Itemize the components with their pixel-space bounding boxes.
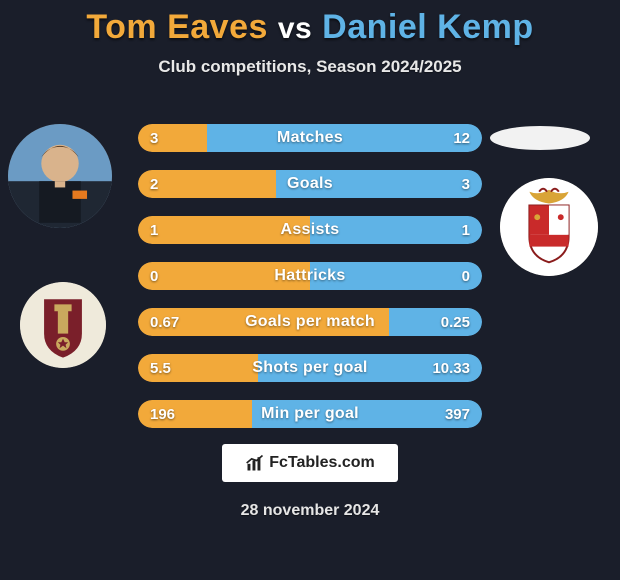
player2-name: Daniel Kemp [322,8,533,46]
stat-label: Shots per goal [138,354,482,382]
stat-row: 11Assists [138,216,482,244]
player2-club-crest [500,178,598,276]
stat-rows: 312Matches 23Goals 11Assists 00Hattricks 0.6… [138,124,482,446]
stat-row: 312Matches [138,124,482,152]
subtitle: Club competitions, Season 2024/2025 [0,57,620,77]
brand-chart-icon [245,453,265,473]
stat-label: Goals [138,170,482,198]
stat-row: 23Goals [138,170,482,198]
player1-club-crest [20,282,106,368]
stat-label: Goals per match [138,308,482,336]
stat-row: 196397Min per goal [138,400,482,428]
player2-avatar [490,126,590,150]
stat-label: Assists [138,216,482,244]
snapshot-date: 28 november 2024 [0,502,620,520]
brand-badge: FcTables.com [222,444,398,482]
brand-text: FcTables.com [269,454,375,472]
player1-avatar-svg [8,124,112,228]
comparison-title: Tom Eaves vs Daniel Kemp [0,0,620,47]
stat-row: 0.670.25Goals per match [138,308,482,336]
player2-crest-svg [500,178,598,276]
stat-label: Min per goal [138,400,482,428]
player1-crest-svg [20,282,106,368]
stat-row: 5.510.33Shots per goal [138,354,482,382]
player1-avatar [8,124,112,228]
stat-row: 00Hattricks [138,262,482,290]
player1-name: Tom Eaves [86,8,268,46]
stat-label: Matches [138,124,482,152]
vs-text: vs [278,12,312,45]
stat-label: Hattricks [138,262,482,290]
